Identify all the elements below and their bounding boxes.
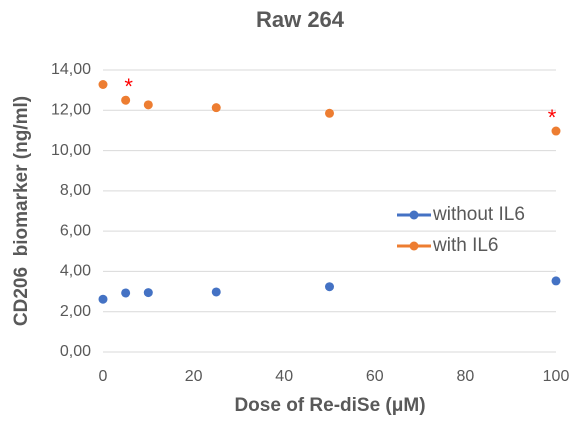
data-point xyxy=(121,288,131,298)
data-point xyxy=(98,294,108,304)
x-tick-label: 40 xyxy=(275,368,293,385)
legend-marker xyxy=(409,241,419,251)
y-tick-label: 8,00 xyxy=(60,182,91,199)
data-point xyxy=(211,287,221,297)
x-axis-label: Dose of Re-diSe (μM) xyxy=(234,395,425,416)
x-tick-label: 60 xyxy=(366,368,384,385)
y-tick-label: 14,00 xyxy=(51,61,91,78)
y-tick-label: 6,00 xyxy=(60,222,91,239)
legend-marker xyxy=(409,210,419,220)
y-tick-label: 4,00 xyxy=(60,263,91,280)
y-tick-label: 2,00 xyxy=(60,303,91,320)
x-tick-label: 0 xyxy=(99,368,108,385)
data-point xyxy=(325,282,334,292)
legend-label: without IL6 xyxy=(432,204,525,225)
x-tick-label: 20 xyxy=(185,368,203,385)
x-tick-label: 100 xyxy=(543,368,570,385)
legend-label: with IL6 xyxy=(432,235,498,256)
annotation: * xyxy=(124,74,133,99)
data-point xyxy=(121,95,131,105)
annotation: * xyxy=(548,105,557,130)
data-point xyxy=(98,80,108,90)
y-axis-label: CD206 biomarker (ng/ml) xyxy=(11,96,32,326)
data-point xyxy=(211,103,221,113)
y-tick-label: 10,00 xyxy=(51,142,91,159)
data-point xyxy=(325,108,334,118)
x-tick-label: 80 xyxy=(457,368,475,385)
data-point xyxy=(551,126,561,136)
chart-title: Raw 264 xyxy=(256,7,345,32)
y-tick-label: 0,00 xyxy=(60,343,91,360)
data-point xyxy=(143,288,153,298)
data-point xyxy=(143,100,153,110)
y-tick-label: 12,00 xyxy=(51,102,91,119)
data-point xyxy=(551,276,561,286)
